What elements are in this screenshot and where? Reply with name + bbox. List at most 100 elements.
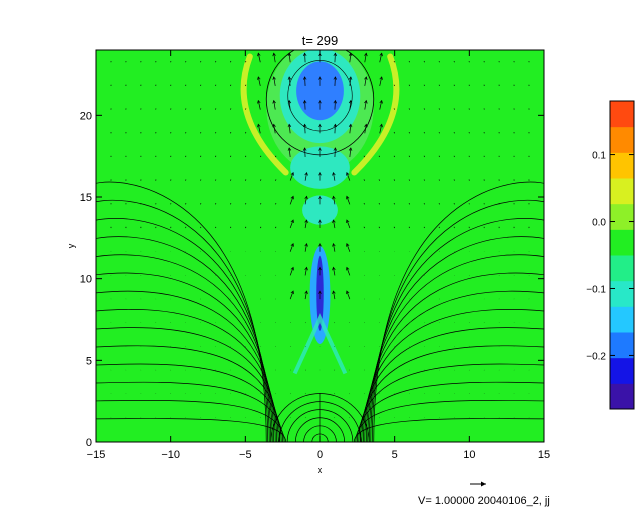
vector-arrow [408,84,410,87]
left-yellow-arc [240,53,289,176]
vector-arrow [289,290,294,300]
vector-arrow [288,76,291,86]
vector-arrow [333,219,336,229]
vector-arrow [349,53,352,63]
vector-arrow [379,53,383,63]
vector-arrowhead [302,76,307,80]
x-tick-label: 5 [392,449,398,461]
vector-arrowhead [333,99,338,104]
vector-arrowhead [287,52,292,57]
vector-arrow [230,179,232,181]
vector-arrowhead [364,99,368,104]
vector-arrow [288,53,291,63]
y-tick-label: 10 [80,274,92,286]
vector-arrowhead [287,147,292,151]
y-axis: 0 5 10 15 20 [80,110,544,449]
vector-arrow [304,196,307,205]
vector-arrowhead [272,76,276,80]
vector-arrow [274,226,277,229]
colorbar-tick-label: 0.1 [592,151,606,162]
x-tick-label: 0 [317,449,323,461]
vector-arrowhead [332,195,336,200]
vector-arrow [379,100,383,110]
vector-arrow [304,291,307,300]
vector-arrow [230,60,232,63]
vector-arrow [259,226,262,229]
vector-arrow [333,291,336,300]
vector-arrowhead [348,123,353,128]
vector-arrow [288,124,291,134]
colorbar-tick-label: −0.2 [586,351,606,362]
vector-arrow [393,202,395,205]
vector-arrow [304,172,307,181]
vector-arrow [363,155,366,158]
vector-arrow [288,147,291,158]
vector-arrowhead [302,99,307,104]
vector-arrowhead [304,266,308,271]
vector-arrowhead [304,195,308,200]
vector-arrow [245,179,247,181]
vector-arrow [333,267,336,276]
y-tick-label: 0 [86,437,92,449]
vector-arrow [245,84,247,87]
vector-arrowhead [332,242,336,247]
vector-arrow [304,147,306,158]
vector-arrow [378,226,381,229]
vector-arrow [378,155,381,158]
vector-arrowhead [333,52,338,57]
vector-arrow [257,124,261,134]
vector-arrowhead [379,76,383,80]
vector-arrow [230,131,232,134]
vector-arrow [346,243,351,252]
field-line [96,181,267,442]
vector-arrow [274,202,277,205]
vector-arrow [245,60,247,63]
vector-arrow [289,196,294,205]
vector-arrowhead [290,171,294,176]
vector-arrow [334,76,336,86]
vector-arrow [273,53,276,63]
vector-arrowhead [302,52,307,57]
colorbar-tick-label: 0.0 [592,218,606,229]
x-tick-label: −15 [87,449,106,461]
vector-arrowhead [318,147,322,151]
vector-arrowhead [318,290,322,294]
vector-arrow [379,124,383,134]
vector-arrow [363,202,366,205]
vector-arrow [230,108,232,110]
vector-arrow [288,100,291,110]
vector-arrow [230,84,232,87]
vector-arrow [408,155,410,158]
vector-arrow [393,131,395,134]
vector-arrowhead [318,266,322,271]
vector-arrow [257,76,261,87]
vector-arrowhead [290,266,294,271]
colorbar-segment [610,332,634,359]
vector-arrowhead [332,171,336,176]
y-axis-label: y [66,243,76,248]
vector-arrow [378,179,381,181]
vector-arrow [274,155,277,158]
vector-arrow [346,196,351,205]
vector-arrowhead [318,219,322,223]
vector-arrow [393,155,395,158]
vector-arrow [245,202,247,205]
vector-arrow [379,76,383,87]
vector-arrowhead [318,123,322,128]
vector-arrowhead [348,76,353,80]
blue-core [296,61,344,121]
vector-reference-label: V= 1.00000 20040106_2, jj [418,495,550,507]
vector-arrow [349,147,352,158]
x-tick-label: −10 [161,449,180,461]
vector-arrow [346,290,351,300]
vector-arrow [245,155,247,158]
vector-arrowhead [346,219,350,224]
vector-arrow [349,124,352,134]
vector-arrow [349,76,352,86]
vector-arrowhead [257,76,261,80]
vector-arrow [259,202,262,205]
colorbar-segment [610,383,634,410]
vector-arrow [273,100,276,110]
vector-arrow [393,226,395,229]
vector-arrow [273,76,276,86]
